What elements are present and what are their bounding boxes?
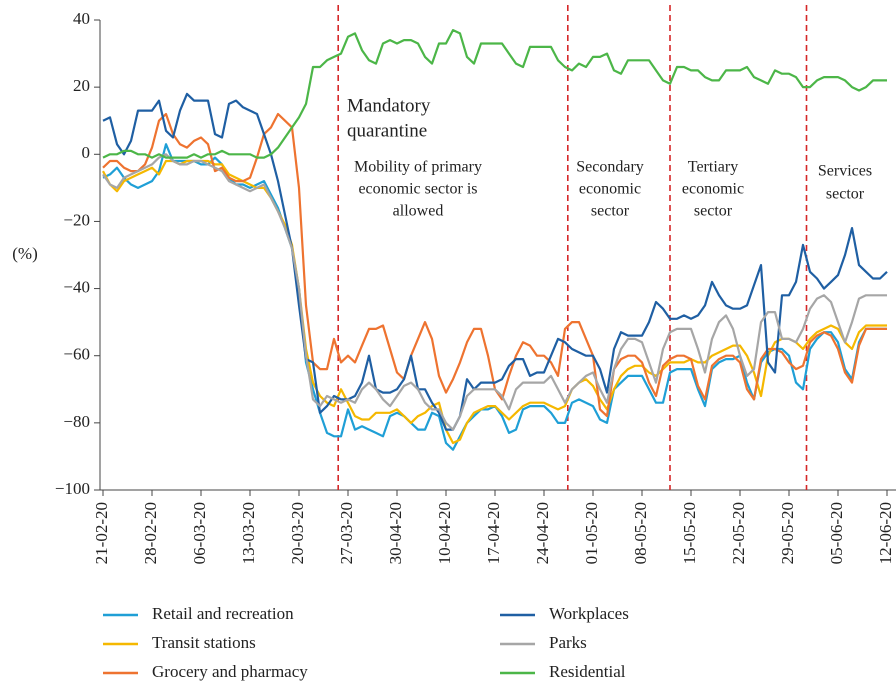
legend-label: Parks: [549, 633, 587, 652]
x-tick-label: 13-03-20: [239, 502, 258, 564]
annotation: economic: [579, 181, 641, 198]
x-tick-label: 01-05-20: [582, 502, 601, 564]
x-tick-label: 08-05-20: [631, 502, 650, 564]
annotation: Services: [818, 163, 872, 180]
x-tick-label: 27-03-20: [337, 502, 356, 564]
series-line: [102, 159, 887, 445]
x-tick-label: 30-04-20: [386, 502, 405, 564]
annotation: Mandatory: [347, 95, 431, 116]
x-tick-label: 21-02-20: [92, 502, 111, 564]
y-tick-label: −40: [63, 277, 90, 296]
x-tick-label: 24-04-20: [533, 502, 552, 564]
y-tick-label: −20: [63, 210, 90, 229]
annotation: economic sector is: [358, 181, 477, 198]
x-tick-label: 20-03-20: [288, 502, 307, 564]
y-tick-label: −60: [63, 345, 90, 364]
series-line: [102, 92, 888, 431]
x-tick-label: 17-04-20: [484, 502, 503, 564]
x-tick-label: 22-05-20: [729, 502, 748, 564]
annotation: Secondary: [576, 159, 644, 176]
y-tick-label: 20: [73, 76, 90, 95]
y-axis-label: (%): [12, 244, 37, 263]
x-tick-label: 28-02-20: [141, 502, 160, 564]
legend-label: Grocery and pharmacy: [152, 662, 308, 681]
legend-label: Workplaces: [549, 604, 629, 623]
legend-label: Transit stations: [152, 633, 256, 652]
x-tick-label: 12-06-20: [876, 502, 895, 564]
series-line: [102, 112, 887, 418]
series-line: [102, 143, 887, 451]
x-tick-label: 10-04-20: [435, 502, 454, 564]
y-tick-label: 40: [73, 9, 90, 28]
annotation: allowed: [393, 203, 444, 220]
annotation: economic: [682, 181, 744, 198]
y-tick-label: 0: [82, 143, 91, 162]
y-tick-label: −80: [63, 412, 90, 431]
series-line: [102, 29, 887, 159]
legend-label: Residential: [549, 662, 626, 681]
annotation: Mobility of primary: [354, 159, 482, 176]
annotation: sector: [826, 186, 865, 203]
x-tick-label: 05-06-20: [827, 502, 846, 564]
x-tick-label: 06-03-20: [190, 502, 209, 564]
annotation: sector: [694, 203, 733, 220]
legend-label: Retail and recreation: [152, 604, 294, 623]
series-line: [102, 153, 887, 431]
x-tick-label: 29-05-20: [778, 502, 797, 564]
y-tick-label: −100: [55, 479, 90, 498]
annotation: quarantine: [347, 120, 427, 141]
annotation: Tertiary: [688, 159, 738, 176]
annotation: sector: [591, 203, 630, 220]
x-tick-label: 15-05-20: [680, 502, 699, 564]
